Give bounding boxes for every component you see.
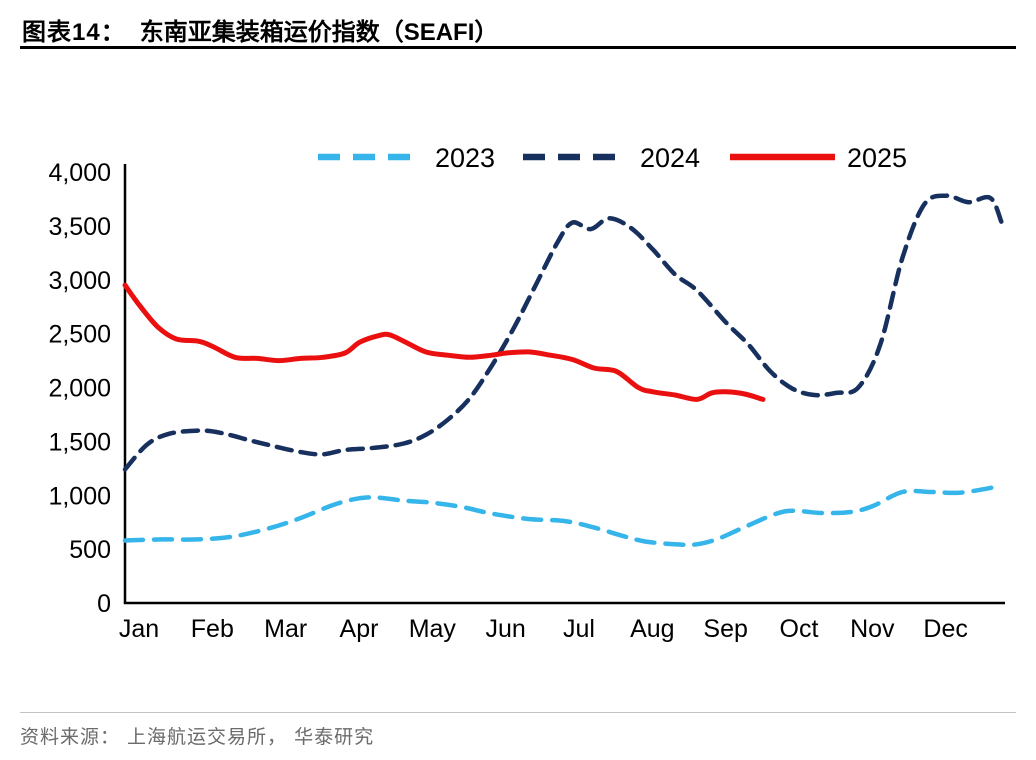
page-title: 东南亚集装箱运价指数（SEAFI） xyxy=(139,19,499,46)
title-divider xyxy=(20,46,1016,49)
x-tick-label: Mar xyxy=(264,615,307,643)
y-tick-label: 3,000 xyxy=(48,267,111,295)
y-tick-label: 0 xyxy=(97,590,111,618)
legend-label-2025: 2025 xyxy=(847,143,907,173)
x-tick-label: May xyxy=(409,615,457,643)
x-tick-label: Nov xyxy=(850,615,895,643)
x-tick-label: Apr xyxy=(340,615,379,643)
y-tick-label: 4,000 xyxy=(48,159,111,187)
x-tick-label: Feb xyxy=(191,615,234,643)
x-tick-label: Jul xyxy=(563,615,595,643)
series-line-2023 xyxy=(122,484,1000,548)
figure-label: 图表14： xyxy=(22,19,126,46)
figure-header: 图表14： 东南亚集装箱运价指数（SEAFI） xyxy=(22,12,498,47)
x-tick-label: Jan xyxy=(119,615,159,643)
y-tick-label: 2,500 xyxy=(48,321,111,349)
x-tick-label: Sep xyxy=(703,615,747,643)
footer-divider xyxy=(20,712,1016,713)
y-tick-label: 2,000 xyxy=(48,375,111,403)
y-tick-label: 1,000 xyxy=(48,482,111,510)
x-tick-label: Jun xyxy=(486,615,526,643)
chart-svg: 0 500 1,000 1,500 2,000 2,500 3,000 3,500 4,000 J… xyxy=(48,143,1005,643)
x-tick-label: Oct xyxy=(780,615,819,643)
legend-label-2024: 2024 xyxy=(640,143,700,173)
source-note: 资料来源： 上海航运交易所， 华泰研究 xyxy=(20,726,375,748)
y-tick-label: 500 xyxy=(69,536,111,564)
x-tick-label: Dec xyxy=(923,615,967,643)
series-line-2024 xyxy=(122,193,1004,472)
series-line-2025 xyxy=(122,282,766,402)
x-tick-label: Aug xyxy=(630,615,674,643)
legend-label-2023: 2023 xyxy=(435,143,495,173)
chart-area: 0 500 1,000 1,500 2,000 2,500 3,000 3,500 4,000 J… xyxy=(0,100,1036,680)
y-tick-label: 1,500 xyxy=(48,428,111,456)
y-tick-label: 3,500 xyxy=(48,213,111,241)
